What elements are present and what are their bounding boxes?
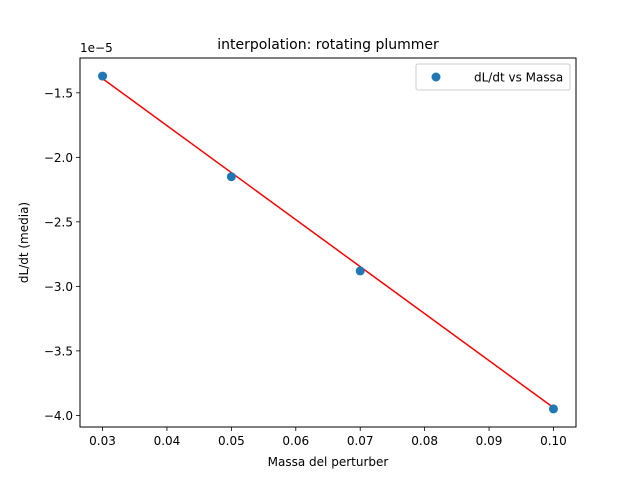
- x-tick-label: 0.04: [154, 434, 181, 448]
- x-tick-label: 0.06: [282, 434, 309, 448]
- y-tick-label: −2.0: [44, 151, 73, 165]
- legend-frame: [415, 63, 571, 91]
- x-tick-label: 0.09: [476, 434, 503, 448]
- y-tick-label: −2.5: [44, 215, 73, 229]
- x-tick-label: 0.07: [347, 434, 374, 448]
- x-axis: 0.03 0.04 0.05 0.06 0.07 0.08 0.09 0.10: [89, 427, 567, 448]
- fit-line: [102, 78, 554, 409]
- chart-title: interpolation: rotating plummer: [217, 37, 439, 53]
- plot-frame: [79, 57, 577, 428]
- x-tick-label: 0.05: [218, 434, 245, 448]
- data-point: [226, 172, 236, 182]
- legend: dL/dt vs Massa: [415, 63, 571, 91]
- fit-line-layer: [102, 78, 554, 409]
- y-axis: −1.5 −2.0 −2.5 −3.0 −3.5 −4.0: [44, 86, 80, 423]
- x-tick-label: 0.03: [89, 434, 116, 448]
- scatter-layer: [98, 71, 558, 414]
- legend-marker: [431, 72, 441, 82]
- y-tick-label: −1.5: [44, 86, 73, 100]
- data-point: [98, 71, 108, 81]
- y-tick-label: −3.0: [44, 280, 73, 294]
- y-offset-text: 1e−5: [80, 41, 113, 55]
- x-tick-label: 0.08: [411, 434, 438, 448]
- y-tick-label: −4.0: [44, 409, 73, 423]
- y-axis-label: dL/dt (media): [17, 202, 31, 283]
- y-tick-label: −3.5: [44, 344, 73, 358]
- x-axis-label: Massa del perturber: [268, 455, 389, 469]
- data-point: [548, 404, 558, 414]
- x-tick-label: 0.10: [540, 434, 567, 448]
- legend-label: dL/dt vs Massa: [474, 71, 563, 85]
- data-point: [355, 266, 365, 276]
